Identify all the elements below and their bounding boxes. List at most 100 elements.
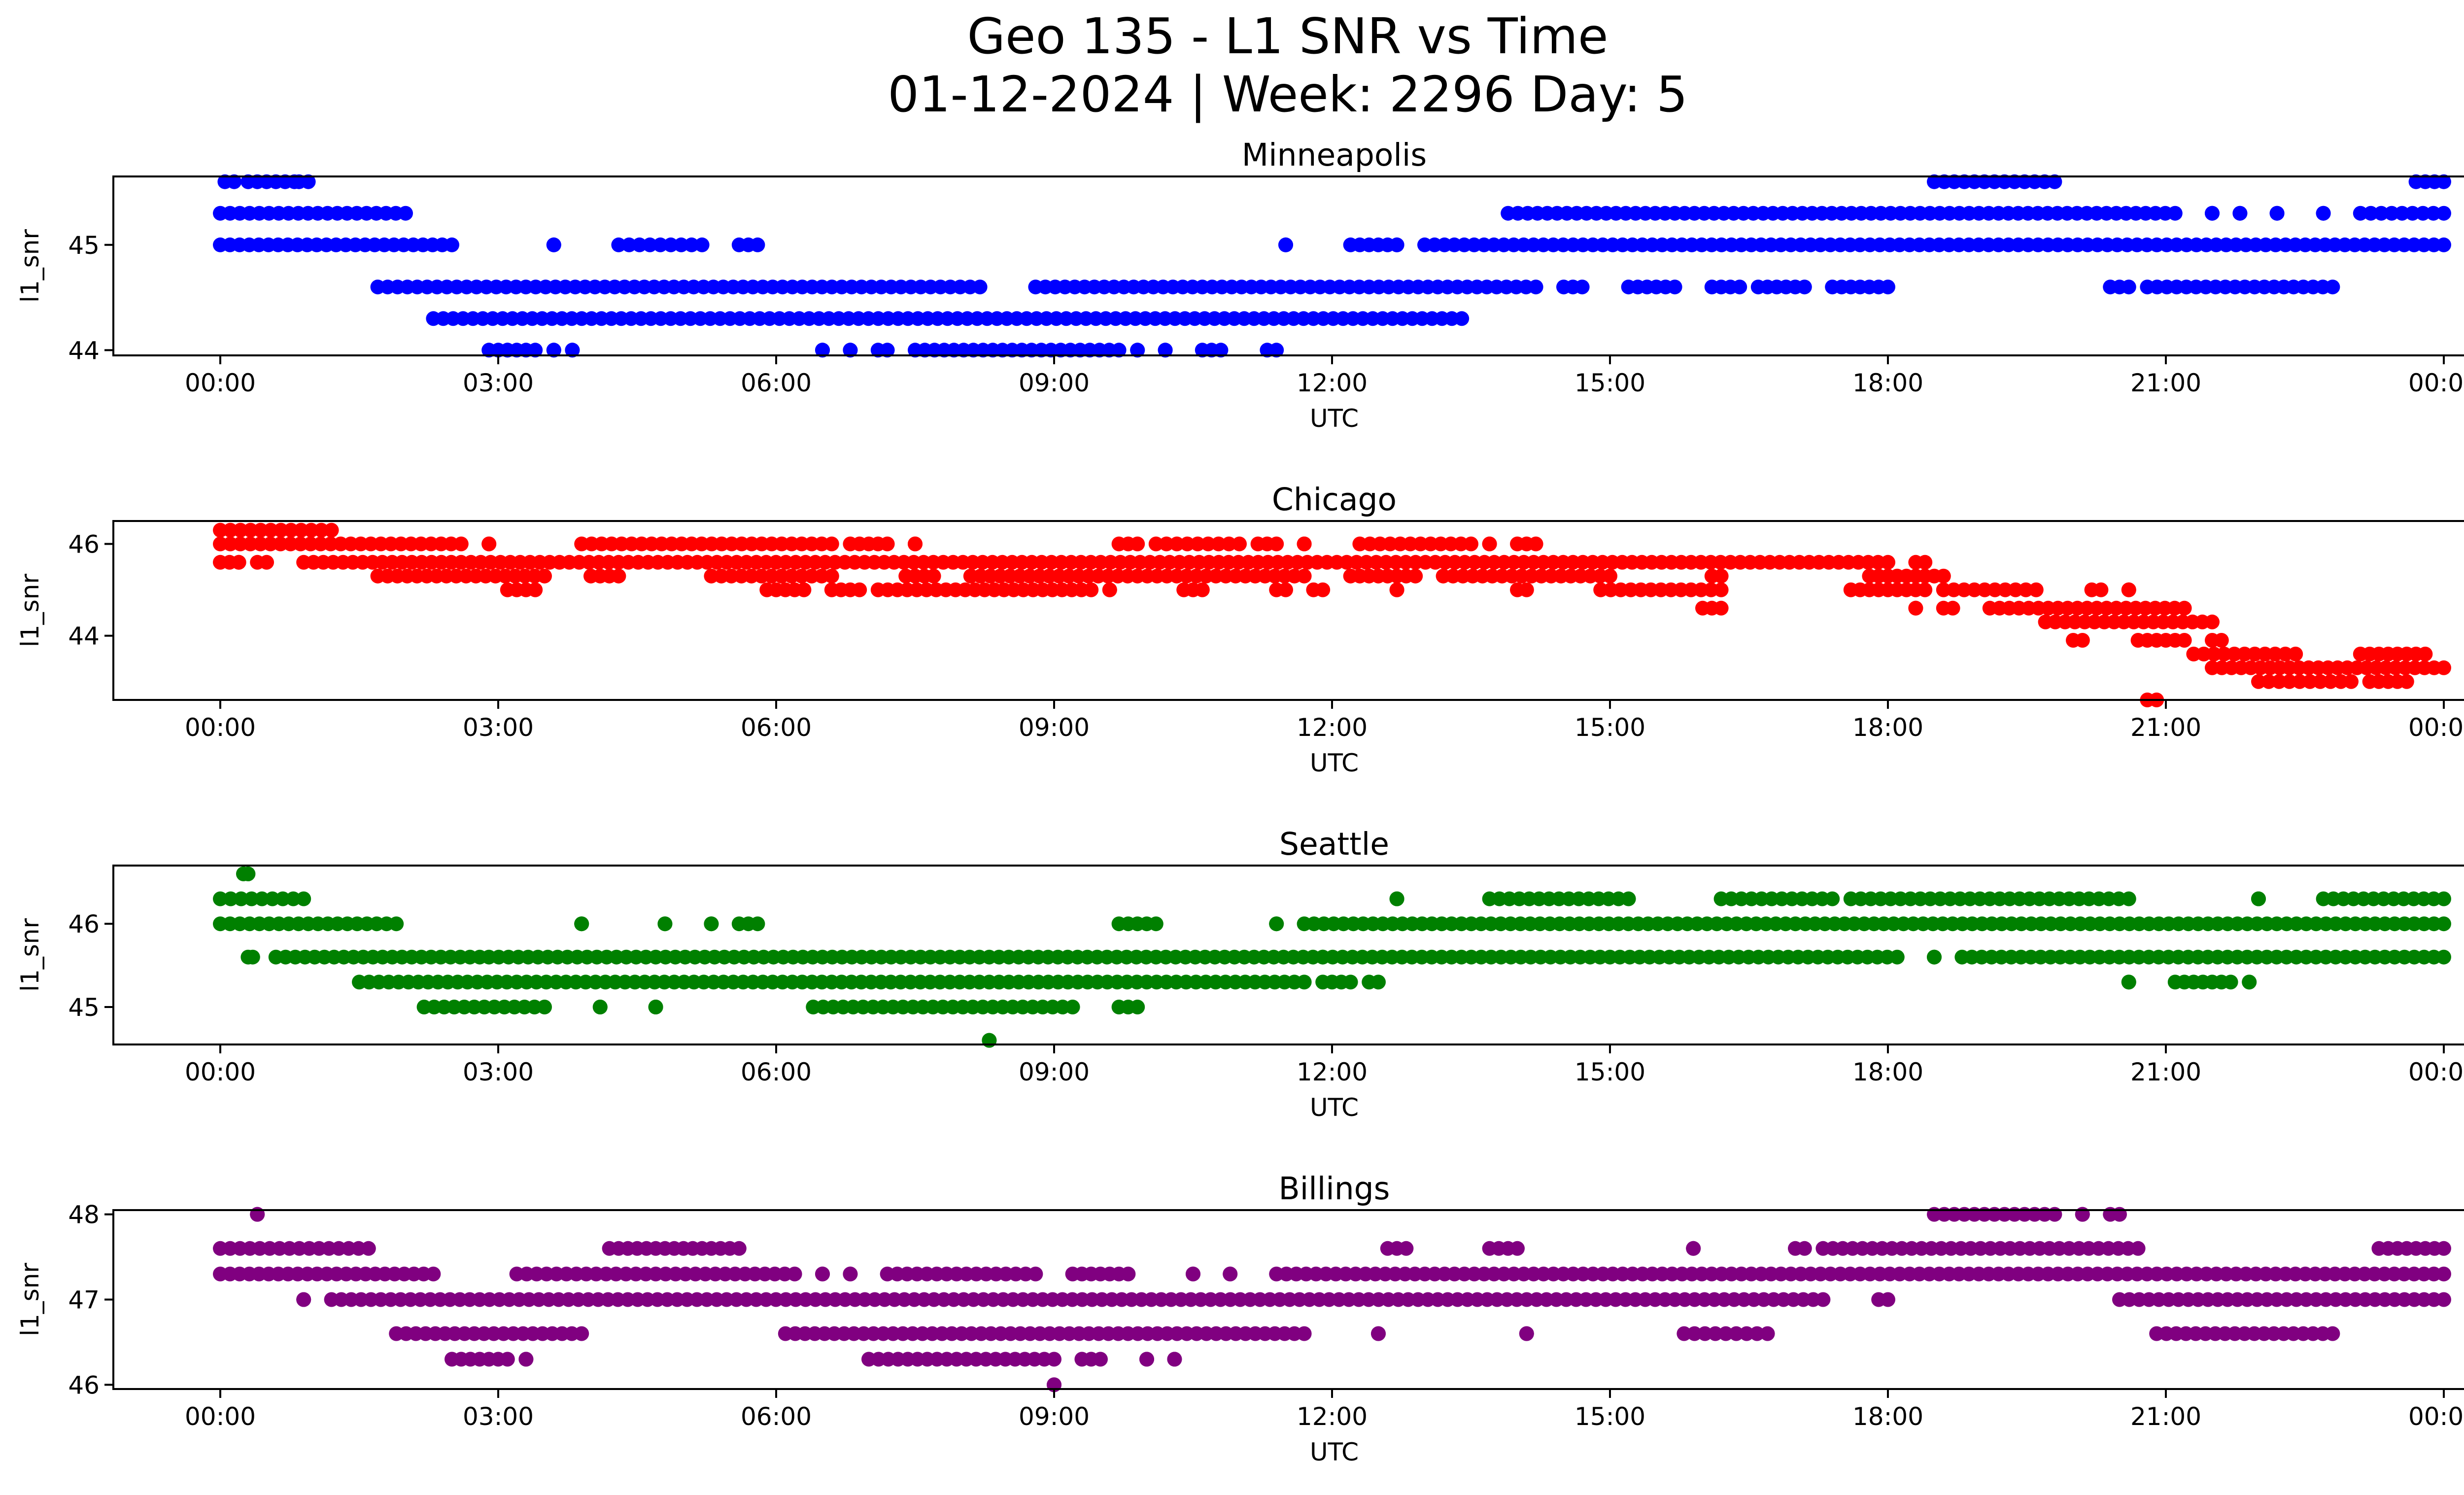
data-point	[1408, 568, 1423, 584]
data-point	[815, 1266, 830, 1282]
data-point	[2251, 891, 2266, 906]
data-point	[304, 522, 319, 538]
y-tick-label: 44	[68, 336, 100, 365]
data-point	[2415, 206, 2430, 221]
data-point	[1708, 1326, 1723, 1341]
data-point	[2323, 674, 2338, 689]
data-point	[1797, 1241, 1812, 1256]
data-point	[2205, 206, 2220, 221]
data-point	[1167, 1352, 1182, 1367]
data-point	[574, 916, 589, 932]
figure-title-line-2: 01-12-2024 | Week: 2296 Day: 5	[888, 66, 1687, 123]
data-point	[1754, 891, 1769, 906]
data-point	[648, 1000, 663, 1014]
series-points-billings	[213, 1207, 2451, 1392]
data-point	[1443, 536, 1458, 552]
data-point	[243, 522, 258, 538]
data-point	[653, 237, 668, 252]
data-point	[2282, 674, 2297, 689]
data-point	[2251, 674, 2266, 689]
data-point	[286, 891, 301, 906]
data-point	[1956, 582, 1972, 597]
data-point	[1677, 1326, 1692, 1341]
data-point	[1936, 568, 1951, 584]
x-tick-label: 21:00	[2130, 713, 2201, 742]
data-point	[1232, 536, 1247, 552]
data-point	[815, 343, 830, 358]
data-point	[1352, 536, 1368, 552]
data-point	[1130, 536, 1145, 552]
data-point	[824, 568, 839, 584]
data-point	[546, 237, 561, 252]
data-point	[843, 343, 858, 358]
data-point	[704, 916, 719, 932]
data-point	[231, 555, 246, 570]
data-point	[1148, 536, 1164, 552]
data-point	[1998, 582, 2013, 597]
data-point	[1148, 916, 1164, 932]
panel-title-seattle: Seattle	[1279, 826, 1389, 862]
subplot-panels: Minneapolis 00:00 03:00 06:00 09:00 12:00 15:0…	[16, 137, 2464, 1466]
data-point	[1389, 891, 1404, 906]
x-tick-label: 12:00	[1297, 1058, 1368, 1086]
data-point	[1603, 568, 1617, 584]
data-point	[398, 206, 413, 221]
y-tick-label: 44	[68, 622, 100, 651]
data-point	[1413, 536, 1428, 552]
x-tick-label: 06:00	[741, 1058, 812, 1086]
data-point	[1221, 536, 1236, 552]
data-point	[254, 891, 270, 906]
data-point	[2436, 660, 2451, 675]
data-point	[611, 237, 626, 252]
data-point	[294, 522, 309, 538]
x-tick-label: 00:00	[185, 1402, 256, 1431]
x-tick-label: 15:00	[1574, 713, 1645, 742]
data-point	[1269, 343, 1284, 358]
data-point	[2436, 1241, 2451, 1256]
x-tick-label: 21:00	[2130, 1058, 2201, 1086]
axes-frame-seattle	[112, 865, 2464, 1045]
figure-title-line-1: Geo 135 - L1 SNR vs Time	[967, 7, 1608, 65]
data-point	[1917, 582, 1933, 597]
data-point	[2292, 674, 2307, 689]
data-point	[2258, 646, 2273, 661]
data-point	[2232, 206, 2248, 221]
x-tick-label: 09:00	[1019, 1402, 1090, 1431]
panel-chicago: Chicago 00:00 03:00 06:00 09:00 12:00 15:00 18:…	[16, 482, 2464, 777]
data-point	[1713, 568, 1729, 584]
data-point	[2313, 674, 2328, 689]
data-point	[1158, 343, 1173, 358]
data-point	[518, 1352, 534, 1367]
data-point	[481, 536, 497, 552]
data-point	[663, 237, 679, 252]
data-point	[2206, 646, 2222, 661]
data-point	[750, 237, 765, 252]
series-points-chicago	[213, 522, 2451, 707]
x-tick-label: 00:00	[185, 369, 256, 397]
data-point	[1713, 582, 1729, 597]
x-tick-label: 18:00	[1852, 369, 1923, 397]
data-point	[263, 522, 278, 538]
data-point	[2237, 646, 2252, 661]
data-point	[1047, 1352, 1061, 1367]
data-point	[213, 891, 228, 906]
data-point	[632, 237, 647, 252]
data-point	[324, 522, 339, 538]
data-point	[528, 582, 543, 597]
data-point	[1815, 1292, 1831, 1307]
data-point	[2436, 949, 2451, 965]
data-point	[223, 891, 239, 906]
data-point	[259, 555, 274, 570]
data-point	[1169, 536, 1185, 552]
x-tick-label: 06:00	[741, 1402, 812, 1431]
data-point	[296, 1292, 311, 1307]
data-point	[2186, 646, 2201, 661]
data-point	[1453, 536, 1469, 552]
data-point	[1760, 1326, 1775, 1341]
data-point	[1621, 891, 1636, 906]
data-point	[1372, 536, 1388, 552]
y-tick-label: 46	[68, 1371, 100, 1399]
data-point	[453, 536, 469, 552]
y-axis-label-seattle: l1_snr	[16, 918, 44, 992]
